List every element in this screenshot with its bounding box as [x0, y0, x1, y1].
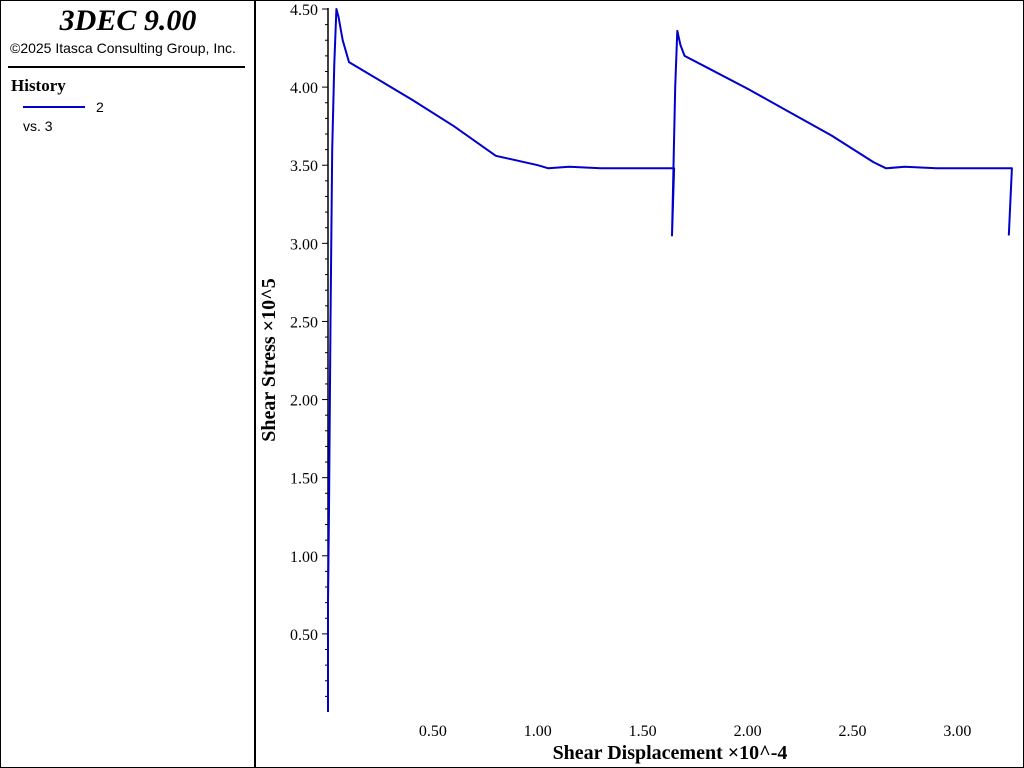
legend-series-id: 2 [96, 99, 104, 115]
title-divider [8, 66, 245, 68]
series-line-2 [327, 8, 1013, 712]
y-axis-ticks: 0.50 1.00 1.50 2.00 2.50 3.00 3.50 4.00 4.50 [290, 2, 328, 697]
history-heading: History [11, 76, 66, 95]
y-tick-label: 2.00 [290, 393, 318, 410]
y-tick-label: 1.00 [290, 549, 318, 566]
y-tick-label: 1.50 [290, 471, 318, 488]
x-tick-label: 1.50 [629, 723, 657, 740]
x-tick-label: 1.00 [524, 723, 552, 740]
y-axis-label: Shear Stress ×10^5 [258, 278, 280, 441]
copyright-text: ©2025 Itasca Consulting Group, Inc. [10, 40, 236, 56]
series-layer [327, 8, 1013, 712]
x-axis-label: Shear Displacement ×10^-4 [553, 742, 788, 764]
y-tick-label: 3.50 [290, 158, 318, 175]
y-tick-label: 2.50 [290, 314, 318, 331]
x-tick-label: 0.50 [419, 723, 447, 740]
y-tick-label: 3.00 [290, 236, 318, 253]
info-panel: 3DEC 9.00 ©2025 Itasca Consulting Group,… [0, 0, 256, 768]
legend-line-swatch [23, 106, 85, 108]
x-tick-label: 2.50 [838, 723, 866, 740]
x-tick-label: 2.00 [734, 723, 762, 740]
y-tick-label: 4.00 [290, 80, 318, 97]
x-axis-ticks: 0.50 1.00 1.50 2.00 2.50 3.00 [419, 723, 971, 740]
y-tick-label: 0.50 [290, 627, 318, 644]
legend-vs-label: vs. 3 [23, 118, 53, 134]
app-title: 3DEC 9.00 [59, 4, 197, 37]
y-tick-label: 4.50 [290, 2, 318, 19]
x-tick-label: 3.00 [943, 723, 971, 740]
